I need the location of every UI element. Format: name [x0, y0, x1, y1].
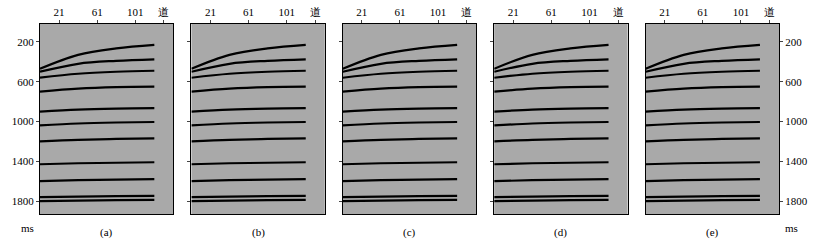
svg-text:101: 101 [278, 6, 295, 18]
svg-text:600: 600 [17, 76, 34, 88]
svg-text:200: 200 [785, 36, 802, 48]
svg-text:道: 道 [764, 6, 775, 18]
svg-text:(e): (e) [706, 226, 719, 239]
svg-text:200: 200 [17, 36, 34, 48]
svg-text:1400: 1400 [785, 155, 808, 167]
svg-text:1800: 1800 [785, 195, 808, 207]
svg-text:道: 道 [310, 6, 321, 18]
svg-text:1800: 1800 [12, 195, 35, 207]
svg-text:(c): (c) [403, 226, 416, 239]
svg-text:道: 道 [613, 6, 624, 18]
svg-text:ms: ms [21, 222, 34, 234]
svg-text:21: 21 [659, 6, 670, 18]
svg-text:1400: 1400 [12, 155, 35, 167]
svg-text:101: 101 [733, 6, 750, 18]
svg-text:(d): (d) [554, 226, 567, 239]
svg-text:600: 600 [785, 76, 802, 88]
svg-text:61: 61 [243, 6, 254, 18]
svg-text:21: 21 [356, 6, 367, 18]
svg-text:101: 101 [581, 6, 598, 18]
svg-text:1000: 1000 [785, 115, 808, 127]
svg-text:61: 61 [92, 6, 103, 18]
svg-text:21: 21 [205, 6, 216, 18]
svg-text:(a): (a) [100, 226, 113, 239]
svg-text:道: 道 [461, 6, 472, 18]
svg-text:61: 61 [394, 6, 405, 18]
svg-text:61: 61 [546, 6, 557, 18]
svg-text:1000: 1000 [12, 115, 35, 127]
svg-text:道: 道 [158, 6, 169, 18]
svg-text:21: 21 [508, 6, 519, 18]
svg-text:101: 101 [127, 6, 144, 18]
svg-text:61: 61 [697, 6, 708, 18]
svg-text:(b): (b) [252, 226, 265, 239]
svg-text:ms: ms [785, 222, 798, 234]
svg-text:101: 101 [430, 6, 447, 18]
svg-text:21: 21 [54, 6, 65, 18]
